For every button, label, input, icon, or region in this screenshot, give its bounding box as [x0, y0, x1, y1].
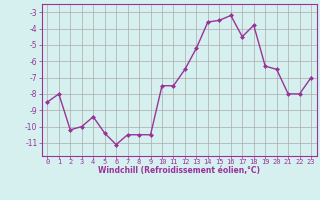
X-axis label: Windchill (Refroidissement éolien,°C): Windchill (Refroidissement éolien,°C): [98, 166, 260, 175]
